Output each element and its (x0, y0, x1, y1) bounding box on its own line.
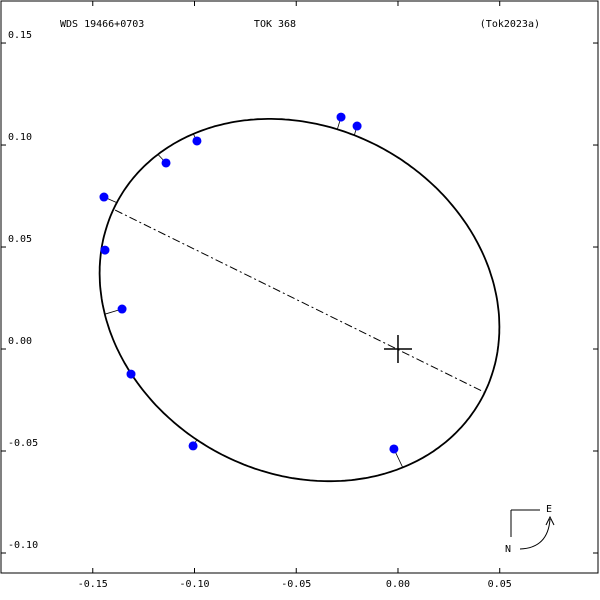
compass-arrow (519, 518, 551, 550)
measurement-point (192, 136, 202, 146)
y-tick-label: 0.05 (8, 234, 32, 245)
measurement-point (117, 304, 127, 314)
frame (0, 0, 599, 574)
x-tick-label: -0.15 (78, 579, 108, 590)
x-tick-label: 0.05 (488, 579, 512, 590)
x-tick-label: 0.00 (386, 579, 410, 590)
header-right: (Tok2023a) (480, 19, 540, 30)
measurement-point (126, 369, 136, 379)
orbit-ellipse (98, 118, 501, 483)
measurement-point (336, 112, 346, 122)
compass (510, 509, 555, 550)
measurement-point (188, 441, 198, 451)
measurement-point (100, 245, 110, 255)
compass-east: E (546, 504, 552, 515)
y-tick-label: 0.15 (8, 30, 32, 41)
compass-arrowhead (545, 515, 555, 526)
node-line (114, 209, 485, 393)
measurement-point (389, 444, 399, 454)
measurement-point (352, 121, 362, 131)
y-tick-label: 0.00 (8, 336, 32, 347)
compass-north: N (505, 544, 511, 555)
x-tick-label: -0.05 (281, 579, 311, 590)
header-left: WDS 19466+0703 (60, 19, 144, 30)
x-tick-label: -0.10 (179, 579, 209, 590)
y-tick-label: -0.10 (8, 540, 38, 551)
y-tick-label: 0.10 (8, 132, 32, 143)
measurement-point (99, 192, 109, 202)
y-tick-label: -0.05 (8, 438, 38, 449)
measurement-point (161, 158, 171, 168)
header-center: TOK 368 (254, 19, 296, 30)
